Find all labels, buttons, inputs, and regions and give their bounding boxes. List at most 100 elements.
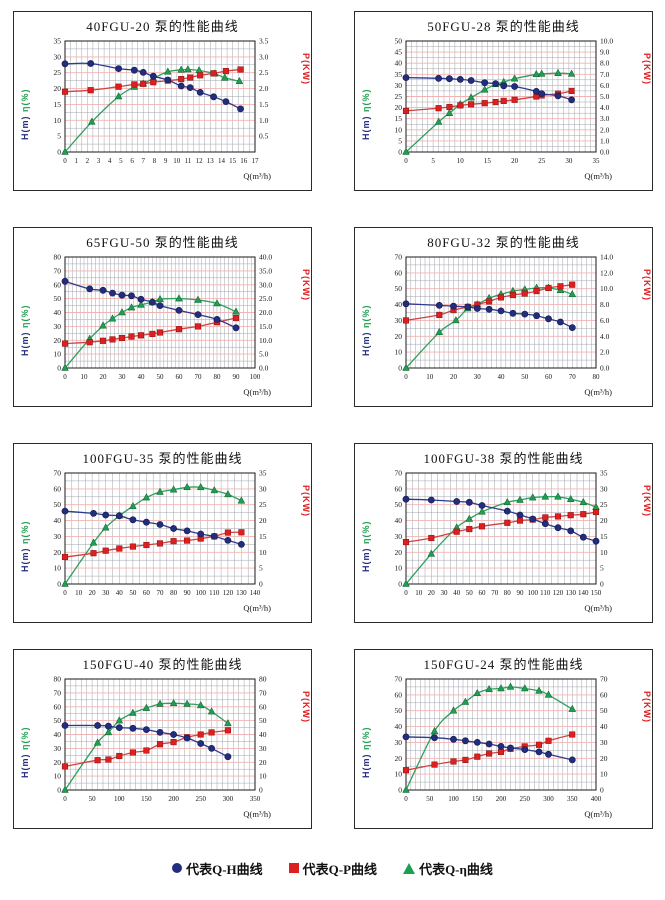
svg-text:60: 60 bbox=[53, 484, 61, 493]
svg-text:30: 30 bbox=[394, 532, 402, 541]
svg-text:3.0: 3.0 bbox=[600, 114, 610, 123]
svg-text:15: 15 bbox=[259, 532, 267, 541]
svg-text:50: 50 bbox=[465, 589, 473, 597]
svg-text:4.0: 4.0 bbox=[600, 103, 610, 112]
svg-text:20: 20 bbox=[88, 589, 96, 597]
svg-text:0.5: 0.5 bbox=[259, 132, 269, 141]
chart-title: 100FGU-35 泵的性能曲线 bbox=[82, 451, 243, 466]
chart-title: 80FGU-32 泵的性能曲线 bbox=[427, 235, 580, 250]
svg-text:0: 0 bbox=[57, 580, 61, 589]
svg-text:15: 15 bbox=[229, 157, 237, 165]
svg-text:35.0: 35.0 bbox=[259, 266, 272, 275]
svg-text:15.0: 15.0 bbox=[259, 322, 272, 331]
chart-box-100FGU-38: 100FGU-38 泵的性能曲线 0 10 20 30 40 50 60 70 0 5 10 15 20… bbox=[354, 443, 653, 623]
pump-performance-chart: 0 10 20 30 40 50 60 70 0 5 10 15 20 25 30 35 0 10 20 30 40 50… bbox=[361, 469, 652, 614]
svg-text:3.0: 3.0 bbox=[259, 52, 269, 61]
svg-text:150: 150 bbox=[590, 589, 601, 597]
svg-text:50: 50 bbox=[53, 716, 61, 725]
svg-text:0: 0 bbox=[398, 148, 402, 157]
svg-text:P(KW): P(KW) bbox=[301, 269, 311, 301]
svg-text:12.0: 12.0 bbox=[600, 268, 613, 277]
svg-text:200: 200 bbox=[495, 795, 506, 803]
svg-text:5: 5 bbox=[600, 564, 604, 573]
svg-text:Q(m³/h): Q(m³/h) bbox=[243, 809, 271, 819]
svg-text:50: 50 bbox=[521, 373, 529, 381]
svg-text:70: 70 bbox=[491, 589, 499, 597]
svg-text:90: 90 bbox=[232, 373, 240, 381]
svg-text:25: 25 bbox=[394, 92, 402, 101]
svg-text:1.0: 1.0 bbox=[259, 116, 269, 125]
svg-text:H(m) η(%): H(m) η(%) bbox=[20, 521, 30, 573]
svg-text:12: 12 bbox=[195, 157, 203, 165]
legend-label-qp: 代表Q-P曲线 bbox=[302, 861, 378, 877]
svg-text:5: 5 bbox=[398, 136, 402, 145]
svg-text:50: 50 bbox=[426, 795, 434, 803]
svg-text:2.0: 2.0 bbox=[600, 348, 610, 357]
svg-text:4.0: 4.0 bbox=[600, 332, 610, 341]
svg-text:60: 60 bbox=[545, 373, 553, 381]
svg-text:20: 20 bbox=[600, 754, 608, 763]
svg-text:10: 10 bbox=[415, 589, 423, 597]
svg-text:P(KW): P(KW) bbox=[301, 691, 311, 723]
chart-title: 50FGU-28 泵的性能曲线 bbox=[427, 19, 580, 34]
svg-text:80: 80 bbox=[259, 675, 267, 684]
svg-text:40: 40 bbox=[497, 373, 505, 381]
svg-text:120: 120 bbox=[222, 589, 233, 597]
svg-text:9.0: 9.0 bbox=[600, 48, 610, 57]
svg-text:0: 0 bbox=[57, 148, 61, 157]
svg-text:70: 70 bbox=[53, 266, 61, 275]
svg-text:100: 100 bbox=[249, 373, 260, 381]
svg-text:P(KW): P(KW) bbox=[642, 485, 652, 517]
svg-text:100: 100 bbox=[195, 589, 206, 597]
svg-text:H(m) η(%): H(m) η(%) bbox=[361, 305, 371, 357]
svg-text:50: 50 bbox=[88, 795, 96, 803]
svg-text:10: 10 bbox=[53, 564, 61, 573]
svg-text:20: 20 bbox=[53, 336, 61, 345]
svg-text:40: 40 bbox=[115, 589, 123, 597]
svg-text:40: 40 bbox=[259, 730, 267, 739]
svg-text:250: 250 bbox=[519, 795, 530, 803]
svg-text:20: 20 bbox=[450, 373, 458, 381]
svg-text:25: 25 bbox=[259, 500, 267, 509]
svg-text:13: 13 bbox=[206, 157, 214, 165]
svg-text:15: 15 bbox=[53, 100, 61, 109]
svg-text:40: 40 bbox=[394, 516, 402, 525]
svg-text:60: 60 bbox=[259, 702, 267, 711]
svg-text:0: 0 bbox=[398, 364, 402, 373]
svg-text:80: 80 bbox=[503, 589, 511, 597]
svg-text:25.0: 25.0 bbox=[259, 294, 272, 303]
svg-text:50: 50 bbox=[394, 500, 402, 509]
svg-text:50: 50 bbox=[259, 716, 267, 725]
svg-text:110: 110 bbox=[209, 589, 220, 597]
chart-title: 150FGU-40 泵的性能曲线 bbox=[82, 657, 243, 672]
svg-text:35: 35 bbox=[600, 469, 608, 478]
svg-text:20: 20 bbox=[259, 516, 267, 525]
svg-text:120: 120 bbox=[552, 589, 563, 597]
svg-text:400: 400 bbox=[590, 795, 601, 803]
svg-text:50: 50 bbox=[129, 589, 137, 597]
svg-text:20: 20 bbox=[394, 103, 402, 112]
svg-text:P(KW): P(KW) bbox=[301, 485, 311, 517]
svg-text:30: 30 bbox=[565, 157, 573, 165]
svg-text:100: 100 bbox=[448, 795, 459, 803]
svg-text:30: 30 bbox=[394, 316, 402, 325]
svg-text:70: 70 bbox=[156, 589, 164, 597]
svg-text:30: 30 bbox=[259, 744, 267, 753]
chart-box-150FGU-40: 150FGU-40 泵的性能曲线 0 10 20 30 40 50 60 70 80 0 10 20 3… bbox=[13, 649, 312, 829]
svg-text:40: 40 bbox=[394, 722, 402, 731]
svg-text:50: 50 bbox=[394, 706, 402, 715]
pump-performance-chart: 0 10 20 30 40 50 60 70 80 0 10 20 30 40 50 60 70 80 0 50 100… bbox=[20, 675, 311, 820]
svg-text:2.5: 2.5 bbox=[259, 68, 269, 77]
svg-text:20: 20 bbox=[394, 754, 402, 763]
svg-text:10.0: 10.0 bbox=[259, 336, 272, 345]
chart-title: 150FGU-24 泵的性能曲线 bbox=[423, 657, 584, 672]
svg-text:10: 10 bbox=[53, 772, 61, 781]
svg-text:60: 60 bbox=[53, 280, 61, 289]
svg-text:30: 30 bbox=[53, 322, 61, 331]
svg-text:0: 0 bbox=[259, 786, 263, 795]
svg-text:10: 10 bbox=[456, 157, 464, 165]
svg-text:35: 35 bbox=[53, 37, 61, 46]
svg-text:130: 130 bbox=[565, 589, 576, 597]
svg-text:70: 70 bbox=[394, 675, 402, 684]
